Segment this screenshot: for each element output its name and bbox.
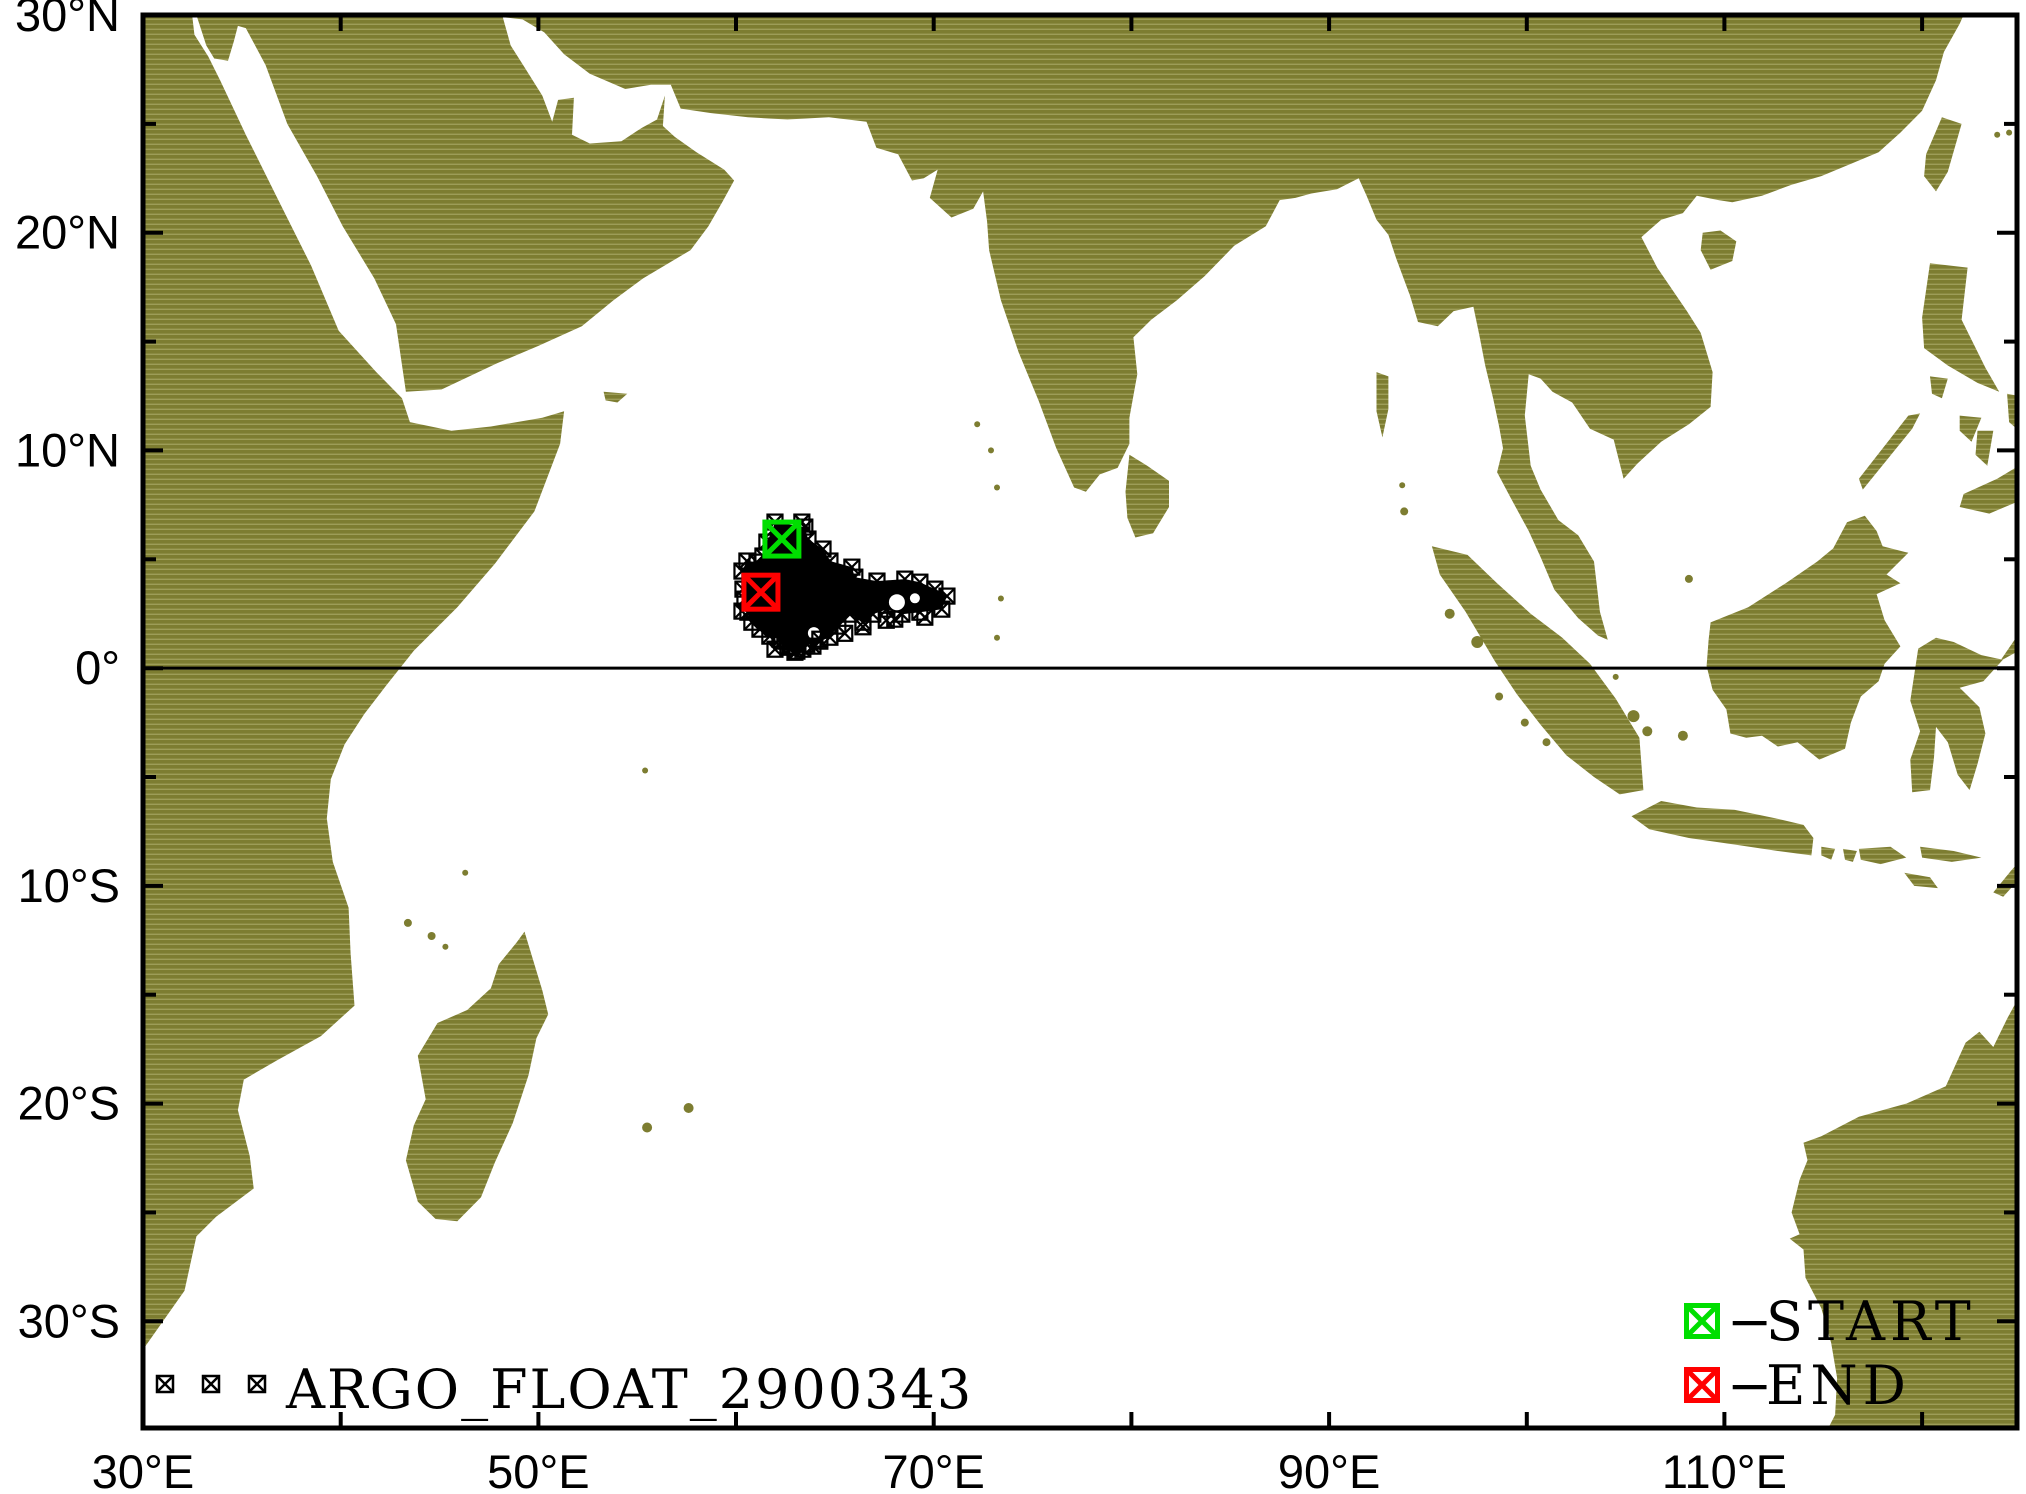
start-marker-icon: [1684, 1303, 1720, 1339]
landmass-luzon: [1922, 263, 2000, 392]
x-axis-label: 50°E: [487, 1445, 589, 1494]
landmass-borneo: [1706, 515, 1909, 760]
landmass-sulawesi: [1910, 636, 2017, 793]
trajectory-legend: ARGO_FLOAT_2900343: [155, 1358, 973, 1421]
landmass-madagascar: [405, 931, 549, 1222]
landmass-africa: [143, 15, 565, 1350]
landmass-eurasia: [196, 15, 1964, 640]
small-island: [994, 484, 1000, 491]
small-island: [1627, 710, 1640, 723]
trajectory-marker-icons: [155, 1374, 267, 1394]
small-island: [1399, 482, 1406, 489]
axis-labels-layer: 30°E 50°E 70°E 90°E 110°E 30°N 20°N 10°N 0° 10°S 2…: [15, 0, 1787, 1494]
x-axis-label: 90°E: [1278, 1445, 1380, 1494]
small-island: [1677, 730, 1688, 741]
small-island: [442, 943, 449, 950]
y-axis-label: 10°N: [15, 423, 120, 476]
landmass-mindoro: [1930, 376, 1948, 399]
legend-start-label: START: [1766, 1290, 1976, 1353]
landmass-bali: [1821, 846, 1836, 860]
small-island: [1495, 692, 1504, 701]
small-island: [1471, 636, 1484, 648]
small-island: [462, 869, 469, 876]
landmass-negros-cebu: [1975, 430, 1994, 466]
small-island: [427, 932, 436, 940]
landmass-sri-lanka: [1125, 454, 1169, 538]
landmass-lombok: [1843, 848, 1857, 862]
trajectory-marker: [854, 618, 872, 636]
landmass-sumba: [1904, 872, 1938, 889]
y-axis-label: 30°N: [15, 0, 120, 41]
small-island: [1520, 718, 1529, 727]
trajectory-marker: [788, 642, 806, 660]
small-island: [994, 634, 1000, 641]
landmass-hainan: [1700, 230, 1737, 270]
trajectory-marker: [924, 590, 942, 608]
start-end-legend: − START − END: [1684, 1290, 1976, 1417]
landmass-socotra: [603, 391, 628, 403]
small-island: [642, 767, 649, 774]
end-position-marker: [741, 572, 781, 612]
landmass-sumatra: [1431, 546, 1644, 795]
trajectory-layer: [733, 513, 956, 661]
trajectory-marker: [811, 630, 829, 648]
y-axis-label: 20°N: [15, 206, 120, 259]
x-axis-label: 30°E: [92, 1445, 194, 1494]
small-island: [1444, 608, 1455, 619]
landmass-australia: [1789, 1000, 2017, 1428]
trajectory-marker-icon: [201, 1374, 221, 1394]
x-axis-label: 70°E: [882, 1445, 984, 1494]
landmass-flores: [1920, 846, 1982, 862]
landmass-andaman-islands: [1376, 372, 1389, 438]
y-axis-label: 20°S: [18, 1077, 120, 1130]
small-island: [997, 595, 1004, 602]
y-axis-label: 10°S: [18, 859, 120, 912]
small-island: [642, 1122, 653, 1133]
map-frame: [140, 12, 2020, 1431]
land-layer: [143, 15, 2017, 1428]
small-island: [1400, 507, 1409, 516]
y-axis-label: 0°: [75, 641, 120, 694]
legend-end-separator: −: [1727, 1354, 1777, 1417]
cluster-gap: [888, 594, 905, 611]
trajectory-marker: [766, 640, 784, 658]
trajectory-marker: [877, 611, 895, 629]
small-island: [1612, 673, 1619, 680]
trajectory-marker: [916, 608, 934, 626]
trajectory-marker-icon: [155, 1374, 175, 1394]
end-marker-icon: [1684, 1367, 1720, 1403]
x-axis-label: 110°E: [1662, 1445, 1787, 1494]
small-island: [1542, 738, 1551, 747]
start-position-marker: [762, 519, 802, 559]
landmass-panay: [1959, 415, 1982, 442]
cluster-gap: [909, 593, 920, 604]
landmass-timor: [1993, 864, 2017, 897]
landmass-sumbawa: [1858, 846, 1907, 865]
small-island: [683, 1103, 694, 1113]
landmass-taiwan: [1924, 117, 1962, 192]
trajectory-legend-label: ARGO_FLOAT_2900343: [285, 1358, 973, 1421]
landmass-palawan: [1858, 413, 1921, 490]
small-island: [1684, 574, 1693, 583]
legend-start-separator: −: [1727, 1290, 1777, 1353]
small-island: [1642, 726, 1653, 737]
map-frame-layer: [140, 12, 2020, 1431]
start-end-marker-icons: [1684, 1303, 1720, 1403]
landmass-mindanao: [1959, 466, 2017, 514]
small-island: [988, 447, 994, 454]
small-island: [974, 421, 981, 428]
small-island: [1994, 131, 2001, 138]
small-island: [403, 918, 412, 927]
y-axis-label: 30°S: [18, 1294, 120, 1347]
trajectory-marker: [836, 624, 854, 642]
legend-end-label: END: [1766, 1354, 1911, 1417]
landmass-java: [1631, 801, 1814, 856]
small-island: [2006, 129, 2013, 136]
trajectory-marker-icon: [247, 1374, 267, 1394]
